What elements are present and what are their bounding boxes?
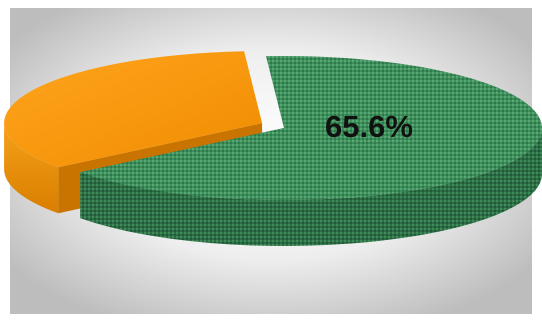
pie-slice-1-side — [80, 128, 542, 247]
pie-slice-2-top — [4, 51, 263, 168]
data-label-slice-1: 65.6% — [325, 109, 413, 144]
pie-slice-1-top — [80, 56, 542, 200]
pie-slice-1 — [80, 56, 542, 247]
slices-group — [4, 51, 542, 247]
pie-slice-2-side — [4, 123, 59, 214]
